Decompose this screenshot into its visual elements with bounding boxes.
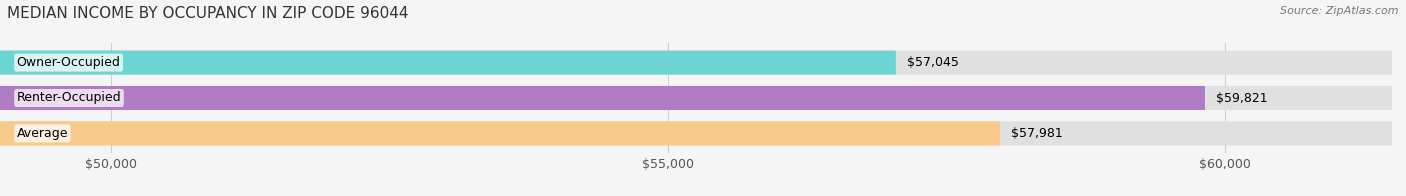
FancyBboxPatch shape xyxy=(0,86,1392,110)
FancyBboxPatch shape xyxy=(0,51,896,75)
Text: $57,981: $57,981 xyxy=(1011,127,1063,140)
Text: MEDIAN INCOME BY OCCUPANCY IN ZIP CODE 96044: MEDIAN INCOME BY OCCUPANCY IN ZIP CODE 9… xyxy=(7,6,409,21)
Text: Renter-Occupied: Renter-Occupied xyxy=(17,92,121,104)
Text: Average: Average xyxy=(17,127,69,140)
Text: Owner-Occupied: Owner-Occupied xyxy=(17,56,121,69)
FancyBboxPatch shape xyxy=(0,51,1392,75)
FancyBboxPatch shape xyxy=(0,86,1205,110)
Text: Source: ZipAtlas.com: Source: ZipAtlas.com xyxy=(1281,6,1399,16)
Text: $59,821: $59,821 xyxy=(1216,92,1268,104)
Text: $57,045: $57,045 xyxy=(907,56,959,69)
FancyBboxPatch shape xyxy=(0,121,1392,145)
FancyBboxPatch shape xyxy=(0,121,1000,145)
